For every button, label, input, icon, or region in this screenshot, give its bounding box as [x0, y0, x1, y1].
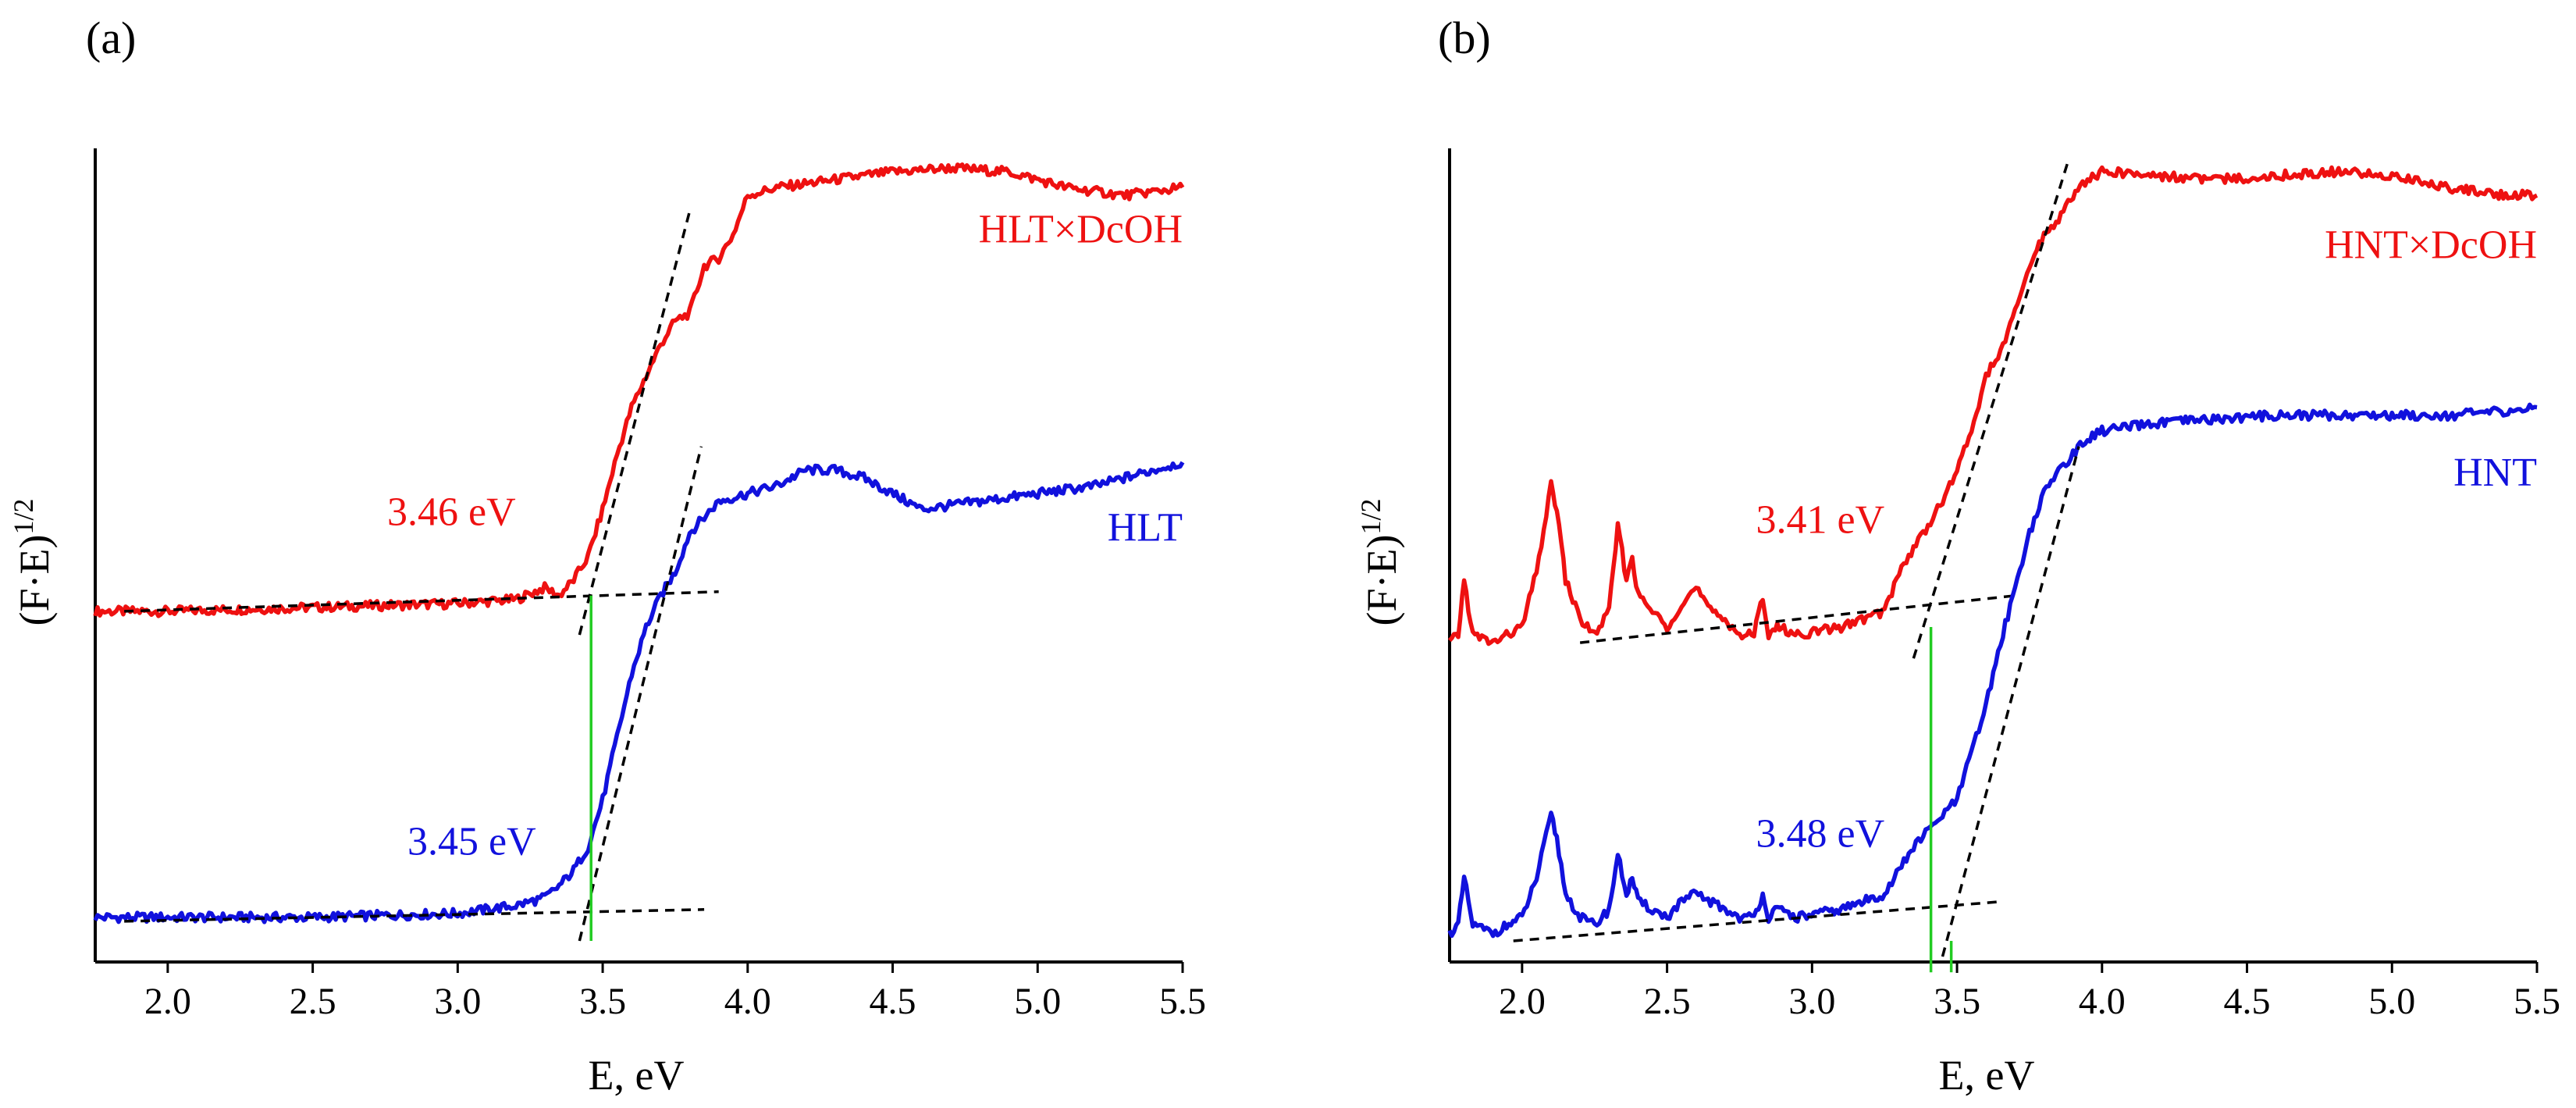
tangent-dashed-HLT×DcOH	[578, 210, 692, 636]
tangent-dashed-HLT	[578, 446, 703, 942]
tangent-dashed-HNT	[1941, 446, 2080, 957]
x-tick-label: 2.5	[1644, 981, 1691, 1022]
x-tick-label: 3.5	[1934, 981, 1980, 1022]
plot-area-b: 2.0 2.5 3.0 3.5 4.0 4.5 5.0 5.5 HNT×DcOH 3.41 eV H…	[1447, 148, 2560, 1022]
x-tick-label: 4.5	[2224, 981, 2271, 1022]
panel-b: (b) (F·E)1/2 E, eV 2.0 2.5 3.0 3.5 4.0 4.5 5.0…	[1355, 12, 2560, 1099]
x-tick-label: 2.5	[290, 981, 336, 1022]
y-axis-title-main-a: (F·E)	[11, 535, 58, 626]
y-axis-title-main-b: (F·E)	[1358, 535, 1405, 626]
panel-a: (a) (F·E)1/2 E, eV 2.0 2.5 3.0 3.5 4.0 4.5 5.0…	[8, 12, 1206, 1099]
band-gap-label: 3.41 eV	[1756, 497, 1885, 542]
series-label: HNT×DcOH	[2325, 223, 2537, 268]
panel-label-b: (b)	[1438, 12, 1491, 63]
x-tick-label: 4.0	[724, 981, 771, 1022]
x-tick-label: 3.0	[1788, 981, 1835, 1022]
x-tick-label: 5.0	[2368, 981, 2415, 1022]
baseline-dashed-HNT×DcOH	[1579, 594, 2016, 644]
x-tick-label: 3.0	[434, 981, 481, 1022]
plot-area-a: 2.0 2.5 3.0 3.5 4.0 4.5 5.0 5.5 HLT×DcOH 3.46 eV H…	[93, 148, 1206, 1022]
series-label: HLT×DcOH	[979, 208, 1183, 252]
y-axis-title-exp-a: 1/2	[8, 499, 39, 535]
series-label: HNT	[2453, 451, 2537, 495]
baseline-dashed-HLT×DcOH	[124, 590, 719, 613]
y-axis-title-b: (F·E)1/2	[1355, 499, 1405, 626]
band-gap-label: 3.45 eV	[407, 819, 536, 864]
x-tick-label: 2.0	[1499, 981, 1546, 1022]
x-tick-label: 4.0	[2079, 981, 2126, 1022]
x-axis-title-a: E, eV	[589, 1052, 685, 1099]
series-line-HNT	[1447, 402, 2538, 939]
baseline-dashed-HLT	[124, 908, 705, 923]
series-line-HLT	[93, 461, 1185, 925]
x-tick-label: 5.5	[2514, 981, 2560, 1022]
x-tick-label: 4.5	[870, 981, 916, 1022]
band-gap-label: 3.48 eV	[1756, 811, 1885, 856]
y-axis-title-a: (F·E)1/2	[8, 499, 58, 626]
series-line-HNT×DcOH	[1447, 165, 2539, 647]
tangent-dashed-HNT×DcOH	[1912, 163, 2069, 659]
y-axis-title-exp-b: 1/2	[1355, 499, 1386, 535]
series-line-HLT×DcOH	[93, 162, 1185, 618]
x-tick-label: 5.5	[1159, 981, 1206, 1022]
band-gap-label: 3.46 eV	[387, 490, 516, 534]
x-tick-label: 3.5	[579, 981, 626, 1022]
series-label: HLT	[1108, 505, 1183, 550]
x-tick-label: 2.0	[144, 981, 191, 1022]
x-axis-title-b: E, eV	[1939, 1052, 2035, 1099]
panel-label-a: (a)	[86, 12, 136, 63]
x-tick-label: 5.0	[1014, 981, 1061, 1022]
